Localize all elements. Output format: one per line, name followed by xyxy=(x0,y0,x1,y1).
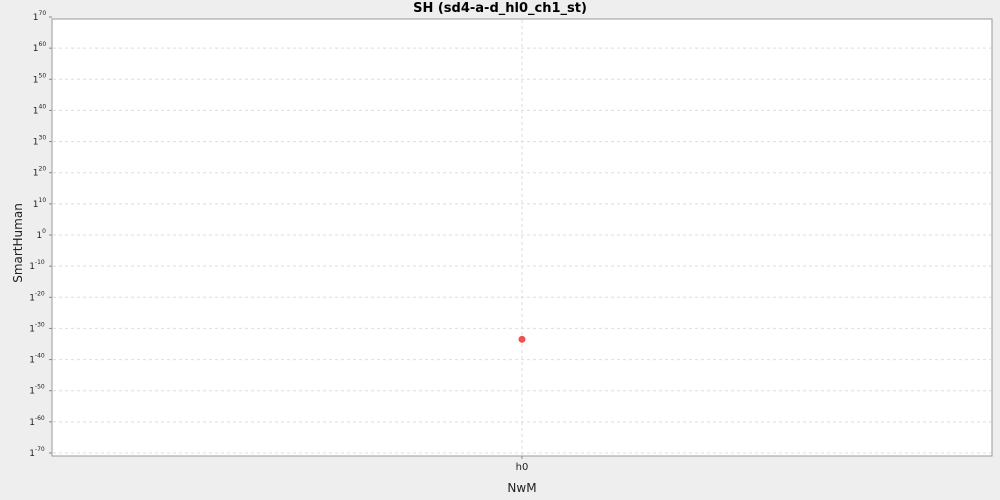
x-axis-label: NwM xyxy=(507,481,536,495)
chart-title: SH (sd4-a-d_hl0_ch1_st) xyxy=(413,1,587,16)
x-tick-label: h0 xyxy=(516,462,529,473)
grid xyxy=(53,20,991,455)
data-point xyxy=(518,335,526,343)
y-axis-label: SmartHuman xyxy=(11,203,25,283)
y-tick-label: 10 xyxy=(36,228,46,241)
x-axis-ticks: h0 xyxy=(516,456,529,473)
data-points xyxy=(518,335,526,343)
